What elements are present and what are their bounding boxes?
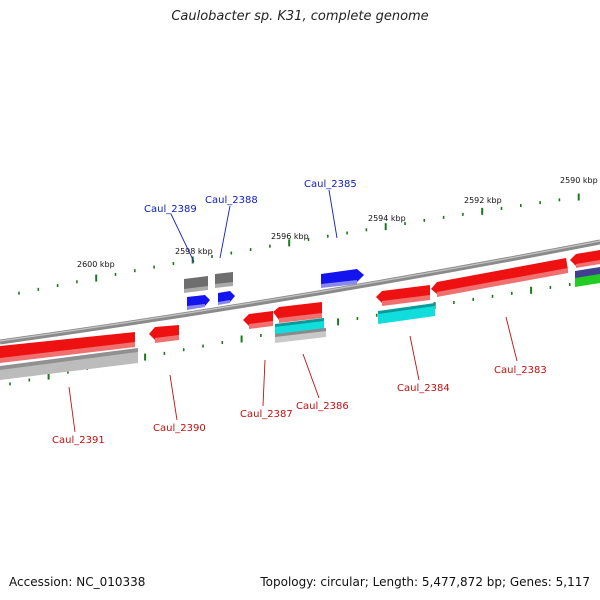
leader-caul-2388 [219, 205, 231, 259]
gene-caul-2391-shadow[interactable] [0, 348, 138, 380]
leader-caul-2384 [409, 335, 420, 381]
leader-caul-2383 [505, 316, 518, 362]
gene-caul-2388-lower[interactable] [218, 291, 235, 305]
leader-caul-2387 [262, 359, 266, 407]
gene-caul-2390[interactable] [149, 325, 179, 343]
gene-right-edge-green[interactable] [575, 274, 600, 287]
gene-label-caul-2389[interactable]: Caul_2389 [144, 204, 197, 215]
genome-backbone [0, 239, 600, 345]
scale-label-2590: 2590 kbp [560, 176, 598, 185]
genome-summary-text: Topology: circular; Length: 5,477,872 bp… [260, 575, 590, 589]
gene-label-caul-2386[interactable]: Caul_2386 [296, 401, 349, 412]
scale-label-2598: 2598 kbp [175, 247, 213, 256]
gene-caul-2384-red[interactable] [376, 285, 430, 306]
leader-caul-2385 [328, 189, 338, 239]
gene-caul-2384-cyan[interactable] [378, 303, 435, 324]
gene-caul-2387[interactable] [243, 311, 273, 329]
accession-text: Accession: NC_010338 [9, 575, 146, 589]
leader-caul-2391 [68, 386, 76, 433]
leader-caul-2389 [170, 213, 195, 263]
scale-label-2594: 2594 kbp [368, 214, 406, 223]
gene-right-edge-red[interactable] [570, 250, 600, 268]
scale-label-2592: 2592 kbp [464, 196, 502, 205]
gene-label-caul-2387[interactable]: Caul_2387 [240, 409, 293, 420]
leader-caul-2386 [302, 353, 320, 399]
gene-caul-2386-upper[interactable] [273, 302, 322, 323]
gene-caul-2389-upper[interactable] [184, 276, 208, 293]
map-title: Caulobacter sp. K31, complete genome [171, 9, 429, 24]
genome-backbone-highlight [0, 240, 600, 342]
gene-caul-2388-upper[interactable] [215, 272, 233, 288]
scale-label-2596: 2596 kbp [271, 232, 309, 241]
gene-caul-2386-cyan[interactable] [275, 318, 324, 335]
gene-caul-2383[interactable] [431, 258, 568, 297]
gene-label-caul-2383[interactable]: Caul_2383 [494, 365, 547, 376]
gene-label-caul-2388[interactable]: Caul_2388 [205, 195, 258, 206]
gene-caul-2386-gray[interactable] [275, 328, 326, 343]
gene-label-caul-2385[interactable]: Caul_2385 [304, 179, 357, 190]
gene-caul-2391[interactable] [0, 332, 135, 363]
gene-label-caul-2390[interactable]: Caul_2390 [153, 423, 206, 434]
gene-caul-2385[interactable] [321, 269, 364, 288]
leader-lines [68, 189, 518, 433]
gene-label-caul-2391[interactable]: Caul_2391 [52, 435, 105, 446]
scale-label-2600: 2600 kbp [77, 260, 115, 269]
gene-caul-2389-lower[interactable] [187, 295, 210, 310]
gene-label-caul-2384[interactable]: Caul_2384 [397, 383, 450, 394]
leader-caul-2390 [169, 374, 178, 421]
